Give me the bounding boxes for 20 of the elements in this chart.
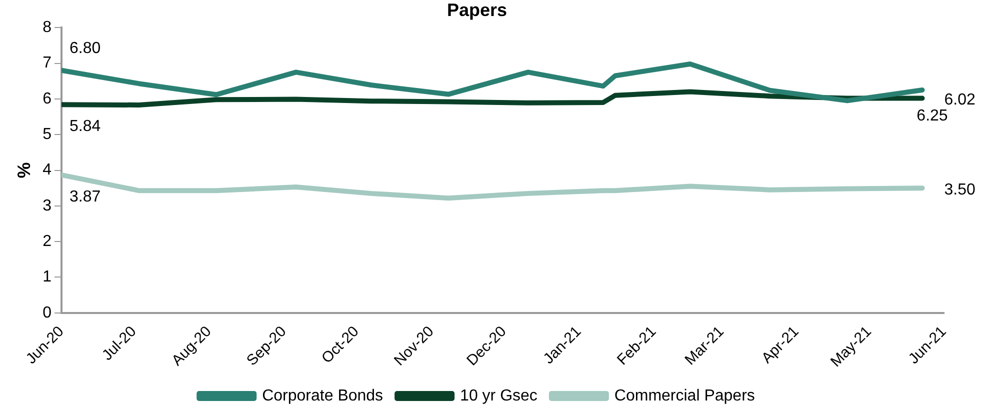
legend-label: Corporate Bonds [262,387,384,404]
legend-label: 10 yr Gsec [460,387,538,404]
y-axis-title: % [14,162,34,178]
y-tick-label: 4 [42,162,52,179]
y-tick-label: 1 [42,268,52,286]
data-label: 3.50 [944,181,976,198]
legend-label: Commercial Papers [614,387,755,404]
y-tick-label: 0 [42,304,52,322]
y-tick-label: 6 [42,90,52,108]
data-label: 3.87 [70,188,101,206]
data-label: 6.02 [944,92,976,109]
y-tick-label: 7 [42,54,52,72]
y-tick-label: 3 [42,197,52,214]
y-tick-label: 8 [42,19,52,36]
data-label: 6.25 [916,107,948,124]
chart-title: Papers [446,0,508,20]
data-label: 6.80 [70,40,101,57]
y-tick-label: 5 [42,126,52,143]
y-tick-label: 2 [42,232,52,250]
data-label: 5.84 [70,118,101,136]
